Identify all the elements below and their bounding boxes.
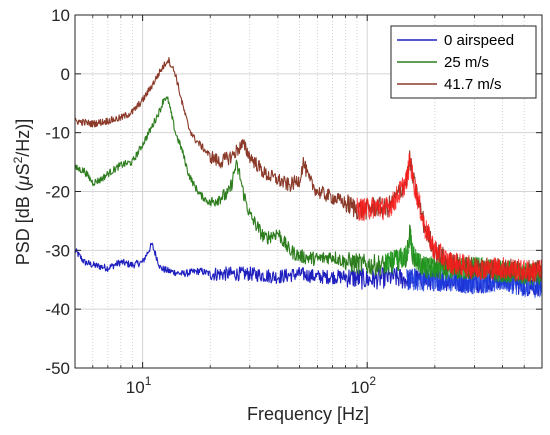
x-tick-label: 102 <box>350 374 376 397</box>
y-tick-label: 10 <box>51 6 70 25</box>
y-tick-label: -40 <box>45 300 70 319</box>
series-line-2 <box>75 56 542 282</box>
series-noise-0 <box>406 267 542 299</box>
y-axis-label: PSD [dB (μS2/Hz)] <box>11 119 33 266</box>
legend-label-0-airspeed: 0 airspeed <box>444 32 514 49</box>
y-axis-label-s: S <box>13 163 33 175</box>
y-tick-label: -30 <box>45 241 70 260</box>
y-tick-label: -10 <box>45 124 70 143</box>
legend-label-41-7-ms: 41.7 m/s <box>444 76 502 93</box>
y-axis-label-tail: /Hz)] <box>13 119 33 157</box>
y-tick-label: -50 <box>45 359 70 378</box>
legend-label-25-ms: 25 m/s <box>444 54 489 71</box>
y-axis-label-mu: μ <box>13 175 33 186</box>
x-axis-label: Frequency [Hz] <box>247 404 369 424</box>
y-axis-label-exp: 2 <box>11 156 25 163</box>
series-layer <box>75 56 542 299</box>
x-tick-label: 101 <box>126 374 152 397</box>
y-tick-label: 0 <box>61 65 70 84</box>
series-noise-2 <box>356 153 542 283</box>
y-axis-label-main: PSD [dB ( <box>13 185 33 265</box>
grid <box>74 15 543 368</box>
axes: 101 102 10 0 -10 -20 -30 -40 -50 <box>45 6 543 397</box>
y-tick-label: -20 <box>45 183 70 202</box>
legend: 0 airspeed 25 m/s 41.7 m/s <box>390 25 537 99</box>
